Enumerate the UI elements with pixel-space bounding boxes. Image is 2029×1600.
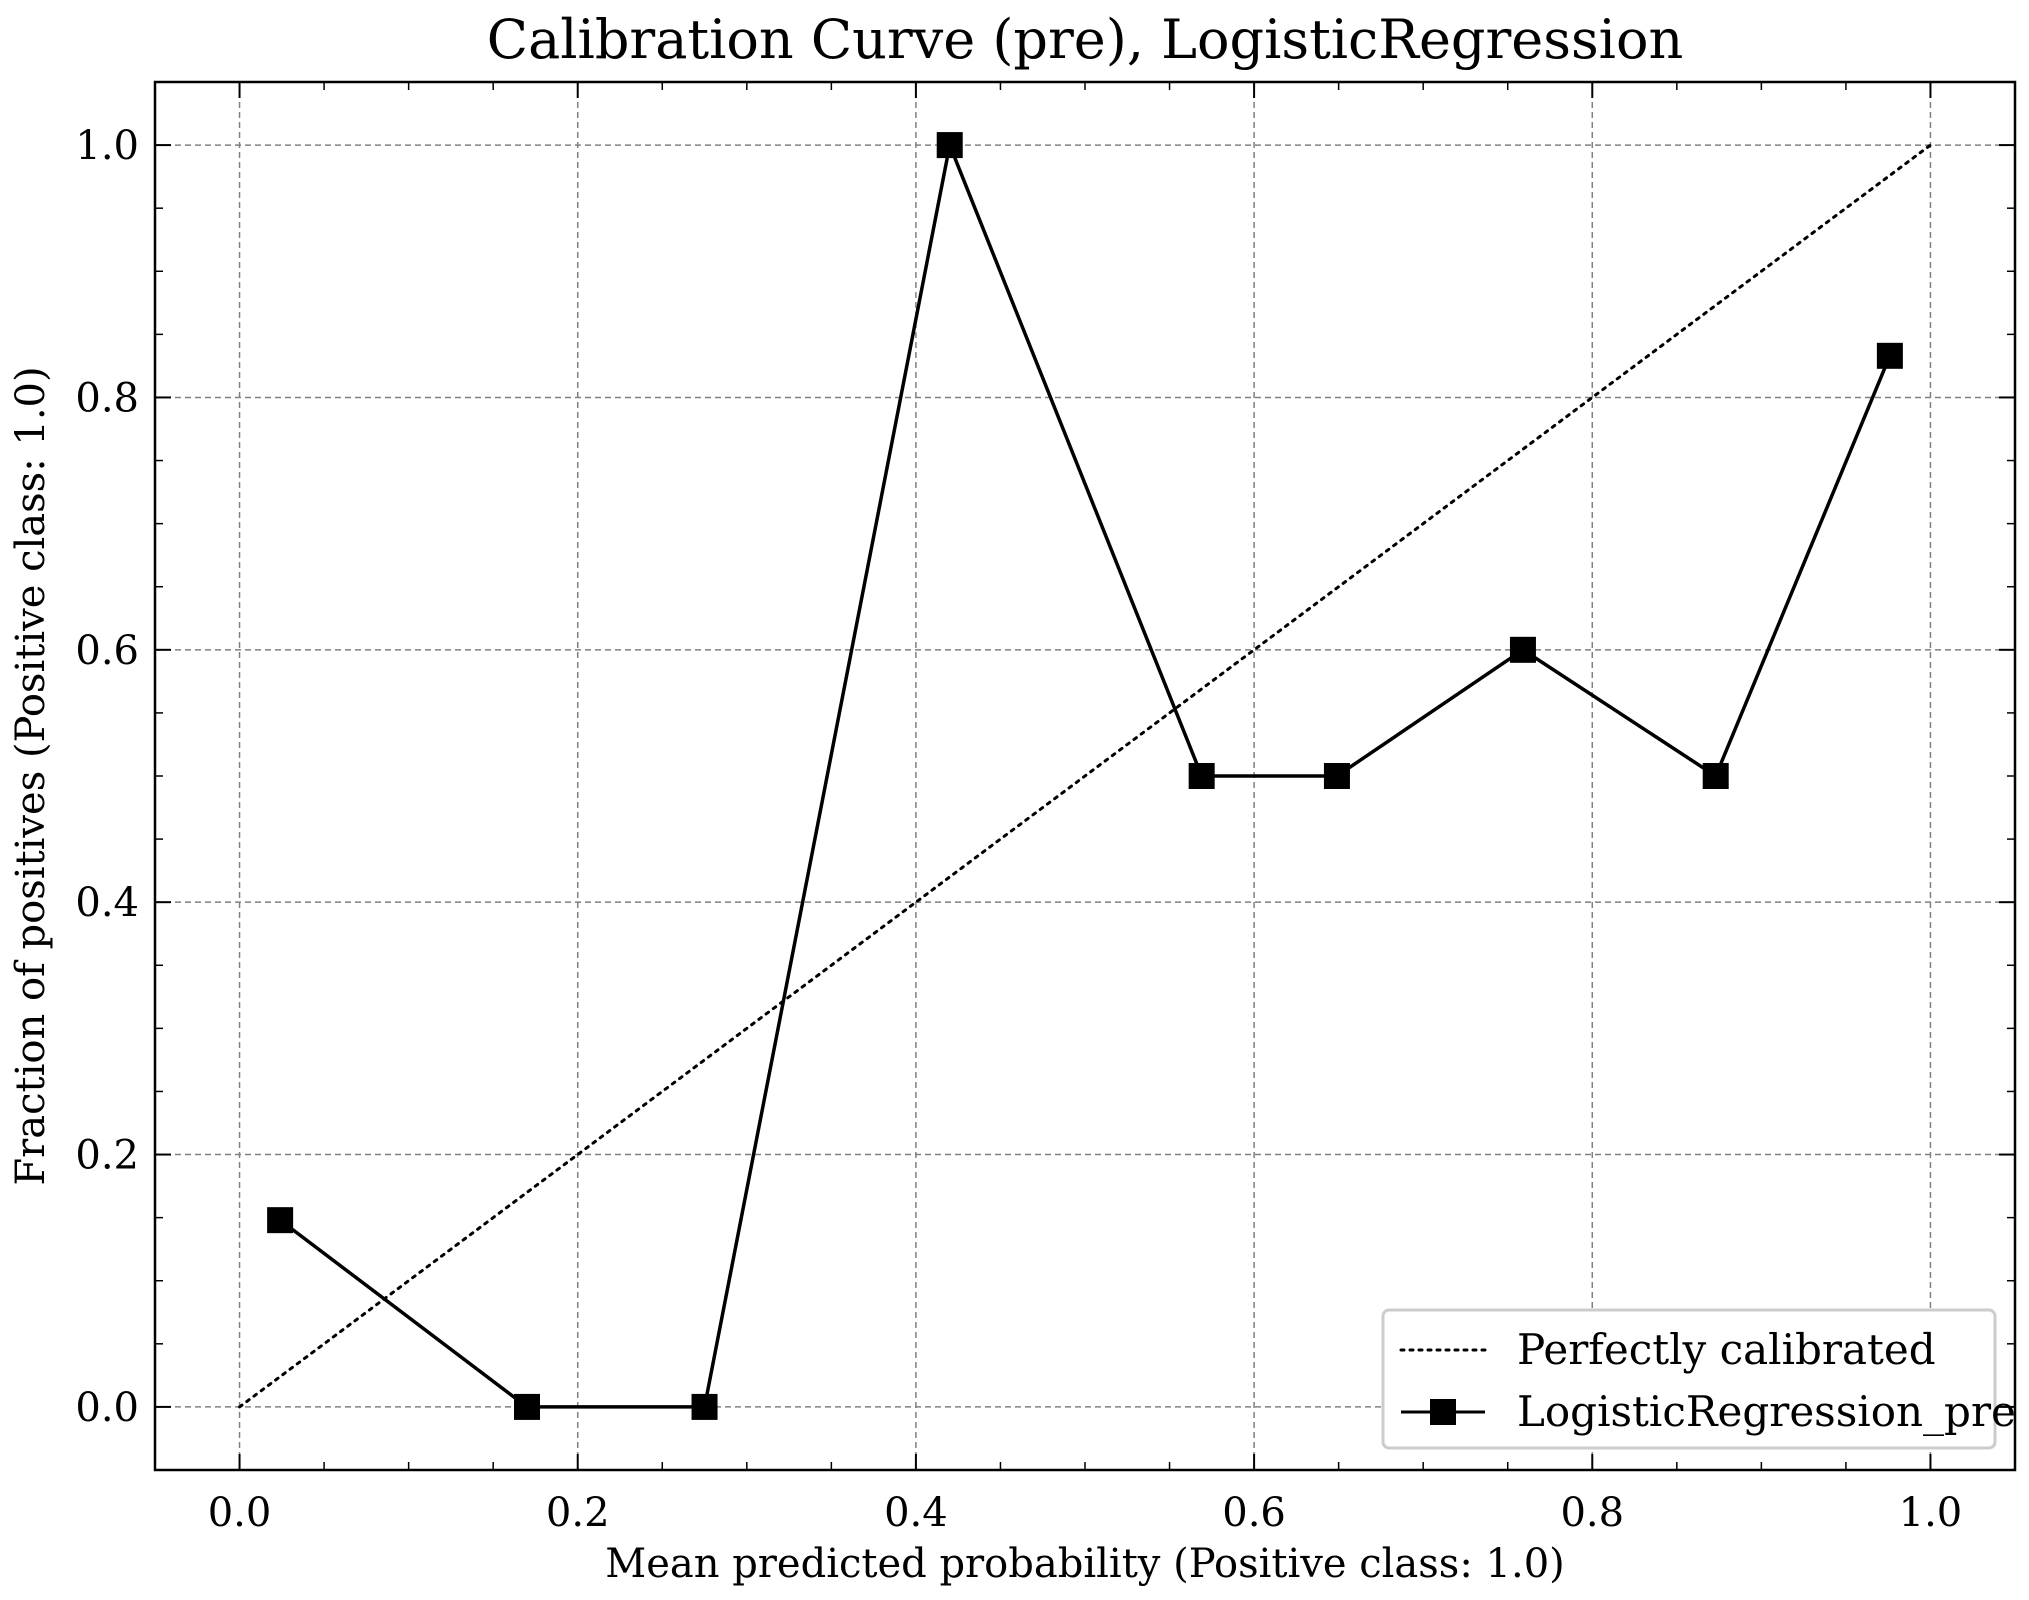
data-point-marker [1702,763,1729,789]
legend-label-perfectly-calibrated: Perfectly calibrated [1517,1325,1936,1374]
y-axis-label: Fraction of positives (Positive class: 1… [8,366,54,1185]
x-tick-label: 0.2 [546,1490,610,1536]
x-tick-labels: 0.0 0.2 0.4 0.6 0.8 1.0 [208,1490,1963,1536]
axis-ticks [154,81,2016,1471]
y-tick-label: 1.0 [75,123,139,169]
x-axis-label: Mean predicted probability (Positive cla… [605,1541,1565,1587]
data-point-marker [1509,636,1536,663]
legend-label-logisticregression-pre: LogisticRegression_pre [1517,1387,2016,1436]
y-tick-labels: 0.0 0.2 0.4 0.6 0.8 1.0 [75,123,139,1431]
data-point-marker [267,1207,294,1234]
reference-line-layer [238,143,1932,1409]
data-point-marker [1323,763,1350,789]
legend: Perfectly calibrated LogisticRegression_… [1381,1308,2016,1450]
y-tick-label: 0.2 [75,1133,139,1179]
x-tick-label: 0.8 [1560,1490,1624,1536]
x-tick-label: 1.0 [1899,1490,1963,1536]
perfectly-calibrated-line [238,143,1932,1409]
x-tick-label: 0.0 [208,1490,272,1536]
x-tick-label: 0.4 [884,1490,948,1536]
data-point-marker [1876,342,1903,369]
legend-marker-square [1430,1399,1456,1425]
x-tick-label: 0.6 [1222,1490,1286,1536]
y-tick-label: 0.0 [75,1385,139,1431]
data-point-marker [514,1393,540,1420]
data-point-marker [1188,763,1215,789]
y-tick-label: 0.8 [75,375,139,421]
chart-title: Calibration Curve (pre), LogisticRegress… [487,8,1683,71]
data-point-marker [936,132,963,159]
grid [155,82,2015,1470]
y-tick-label: 0.4 [75,880,139,926]
legend-box [1381,1308,1997,1450]
data-point-marker [691,1393,718,1420]
y-tick-label: 0.6 [75,628,139,674]
series-layer [267,132,1903,1420]
